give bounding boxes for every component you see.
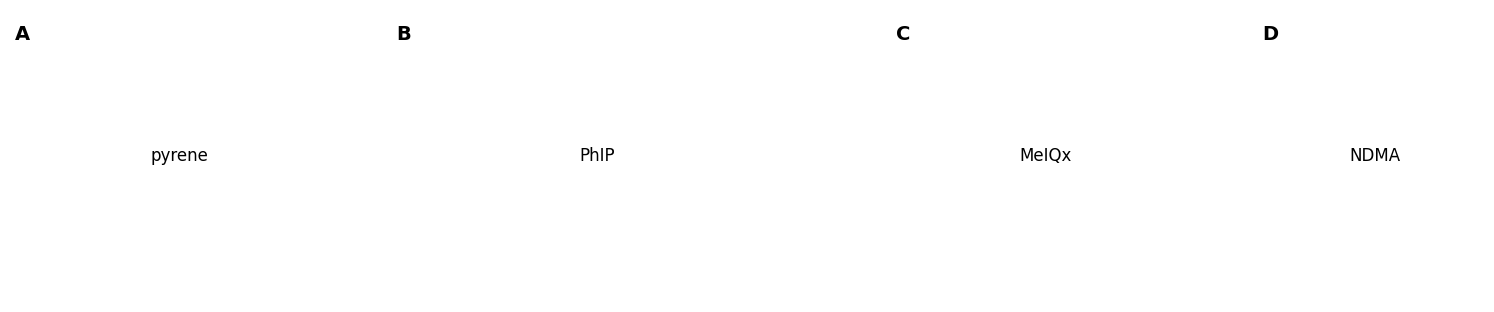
Text: PhIP: PhIP [580,147,616,165]
Text: NDMA: NDMA [1349,147,1400,165]
Text: A: A [15,25,30,44]
Text: B: B [396,25,411,44]
Text: MeIQx: MeIQx [1019,147,1073,165]
Text: C: C [896,25,911,44]
Text: pyrene: pyrene [151,147,208,165]
Text: D: D [1262,25,1279,44]
